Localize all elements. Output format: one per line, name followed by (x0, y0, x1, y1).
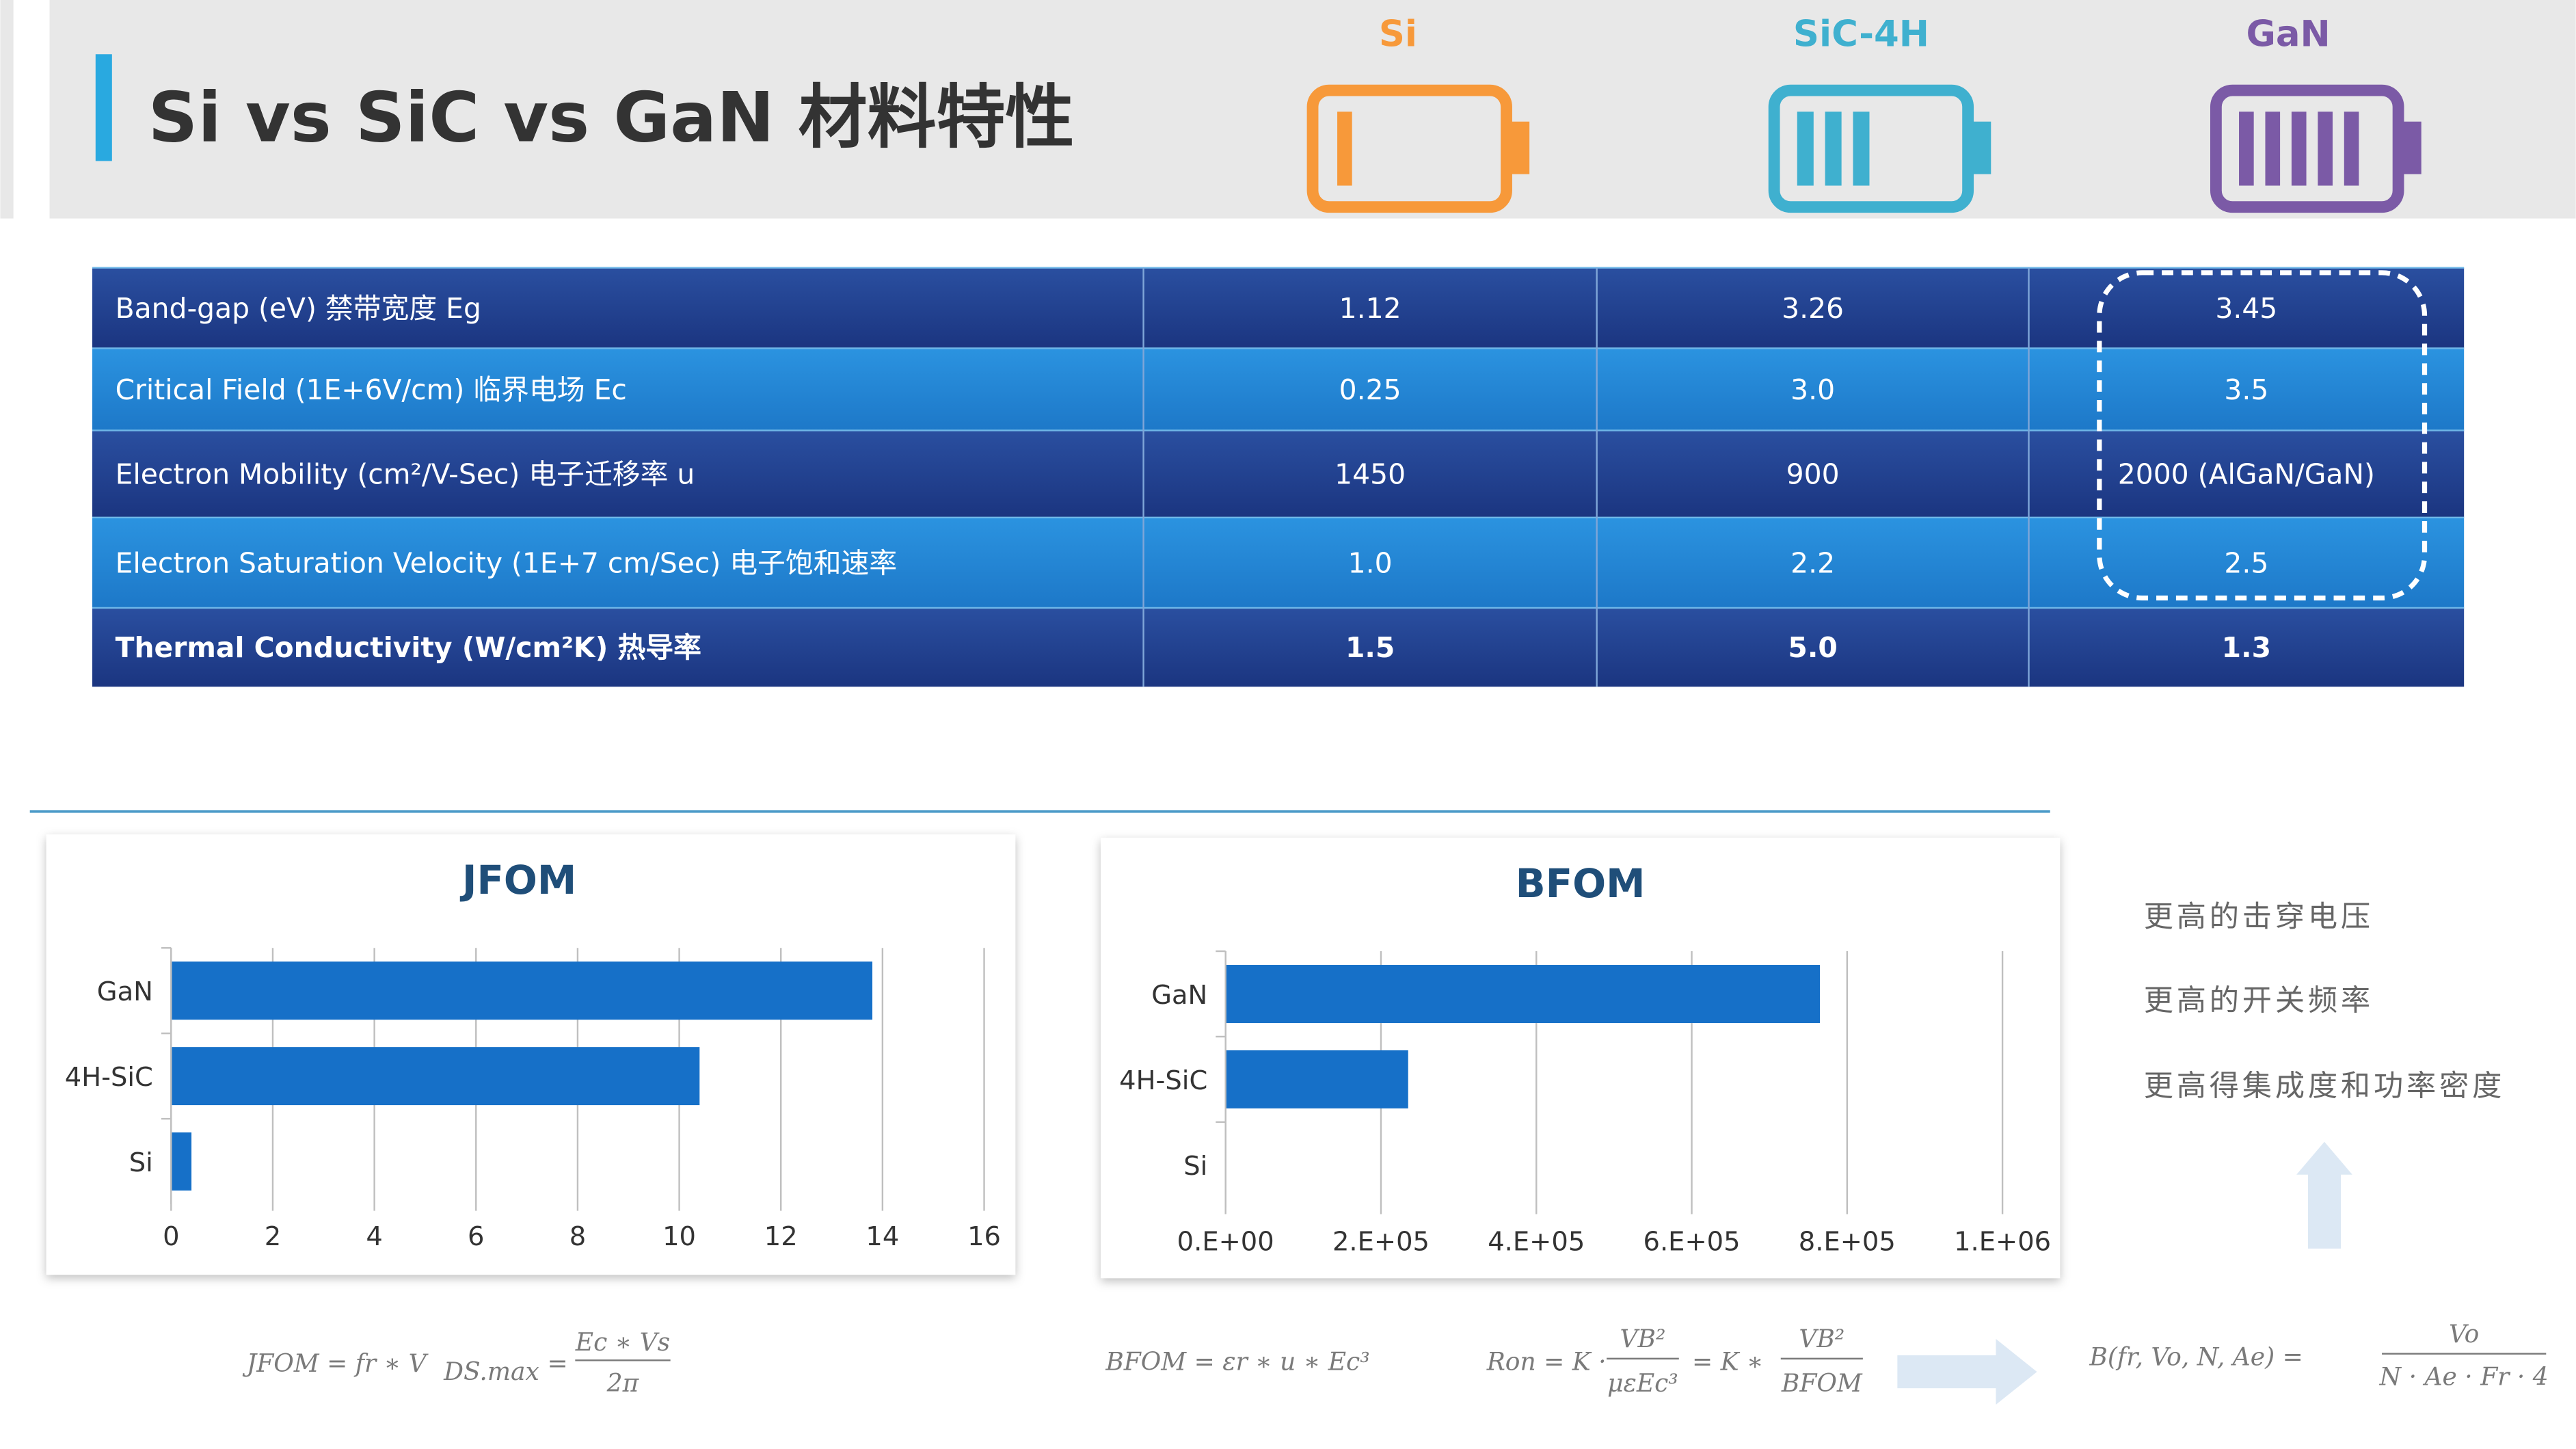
x-tick-label: 0.E+00 (1177, 1226, 1274, 1257)
column-header: GaN (2246, 13, 2330, 55)
formula-text: = (547, 1350, 567, 1378)
formula-text: BFOM = εr ∗ u ∗ Ec³ (1105, 1348, 1369, 1377)
table-cell: 3.0 (1790, 373, 1835, 406)
table-row (92, 607, 2465, 687)
formula-text: Ron = K · (1486, 1348, 1607, 1377)
x-tick-label: 14 (866, 1221, 899, 1252)
x-tick-label: 4 (366, 1221, 382, 1252)
table-cell: 1.5 (1345, 631, 1395, 664)
table-cell: 2.5 (2224, 546, 2268, 579)
note: 更高的开关频率 (2144, 984, 2374, 1018)
table-row (92, 267, 2465, 349)
formula: Ron = K · VB² μεEc³ = K ∗ VB² BFOM (1486, 1325, 1863, 1398)
formula-text: 2π (606, 1370, 640, 1398)
right-arrow (1897, 1339, 2037, 1405)
formula-text: B(fr, Vo, N, Ae) = (2089, 1343, 2303, 1371)
x-tick-label: 16 (967, 1221, 1001, 1252)
bar (1225, 1050, 1408, 1108)
bar (171, 961, 873, 1020)
column-header: SiC-4H (1793, 13, 1929, 55)
y-tick-label: Si (129, 1147, 153, 1178)
formula-text: Ec ∗ Vs (575, 1329, 670, 1357)
formula-text: JFOM = fr ∗ V (242, 1350, 429, 1378)
page-title: Si vs SiC vs GaN 材料特性 (148, 77, 1075, 158)
x-tick-label: 6.E+05 (1643, 1226, 1741, 1257)
y-tick-label: GaN (97, 976, 153, 1007)
formula-text: BFOM (1781, 1370, 1863, 1398)
x-tick-label: 10 (662, 1221, 696, 1252)
table-cell: 1.0 (1348, 546, 1393, 579)
highlight-box (2097, 270, 2428, 601)
x-tick-label: 2.E+05 (1332, 1226, 1430, 1257)
table-cell: 2000 (AlGaN/GaN) (2118, 458, 2375, 491)
table: Band-gap (eV) 禁带宽度 Eg 1.12 3.26 3.45 Critica… (92, 267, 2465, 687)
up-arrow (2296, 1141, 2352, 1249)
formula-text: Vo (2449, 1320, 2479, 1348)
table-cell: 0.25 (1339, 373, 1401, 406)
title-accent (95, 54, 112, 161)
x-tick-label: 2 (265, 1221, 281, 1252)
battery-icon (2210, 84, 2421, 213)
table-row (92, 430, 2465, 518)
table-cell: 1450 (1334, 458, 1406, 491)
table-cell: 3.5 (2224, 373, 2268, 406)
table-row (92, 348, 2465, 431)
bar (1225, 965, 1821, 1023)
chart-title: JFOM (459, 857, 576, 903)
table-cell: 3.26 (1782, 292, 1844, 325)
formula-text: = K ∗ (1692, 1348, 1763, 1377)
formula: JFOM = fr ∗ V DS.max = Ec ∗ Vs 2π (242, 1329, 671, 1398)
formula-text: N · Ae · Fr · 4 (2379, 1363, 2549, 1391)
note: 更高的击穿电压 (2144, 900, 2374, 934)
formula: B(fr, Vo, N, Ae) = Vo N · Ae · Fr · 4 (2089, 1320, 2548, 1391)
x-tick-label: 12 (764, 1221, 798, 1252)
bar (171, 1047, 700, 1106)
x-tick-label: 6 (468, 1221, 484, 1252)
formula-text: VB² (1620, 1325, 1665, 1353)
row-label: Band-gap (eV) 禁带宽度 Eg (116, 292, 481, 325)
formula-text: DS.max (443, 1358, 539, 1386)
chart-title: BFOM (1516, 860, 1646, 907)
table-cell: 5.0 (1788, 631, 1837, 664)
formula-text: VB² (1799, 1325, 1844, 1353)
note: 更高得集成度和功率密度 (2144, 1069, 2505, 1103)
charts: JFOM 0 2 4 6 8 10 12 14 16 GaN 4H-SiC Si BFOM 0.E+00 2.… (65, 857, 2051, 1257)
header-strip (0, 0, 14, 219)
x-tick-label: 0 (163, 1221, 179, 1252)
y-tick-label: Si (1183, 1151, 1207, 1182)
table-cell: 900 (1786, 458, 1840, 491)
x-tick-label: 4.E+05 (1488, 1226, 1585, 1257)
table-cell: 1.3 (2222, 631, 2271, 664)
x-tick-label: 8 (569, 1221, 586, 1252)
row-label: Electron Saturation Velocity (1E+7 cm/Se… (116, 546, 898, 579)
formula-text: μεEc³ (1607, 1370, 1678, 1398)
y-tick-label: 4H-SiC (1119, 1065, 1207, 1096)
y-tick-label: GaN (1151, 980, 1207, 1011)
battery-icon (1306, 84, 1530, 213)
x-tick-label: 8.E+05 (1799, 1226, 1896, 1257)
table-cell: 3.45 (2215, 292, 2277, 325)
table-cell: 2.2 (1790, 546, 1835, 579)
table-row (92, 517, 2465, 608)
bar (171, 1132, 192, 1191)
y-tick-label: 4H-SiC (65, 1062, 153, 1093)
row-label: Critical Field (1E+6V/cm) 临界电场 Ec (116, 373, 627, 406)
row-label: Thermal Conductivity (W/cm²K) 热导率 (116, 631, 701, 664)
column-header: Si (1379, 13, 1417, 55)
battery-icon (1768, 84, 1991, 213)
x-tick-label: 1.E+06 (1954, 1226, 2051, 1257)
table-cell: 1.12 (1339, 292, 1401, 325)
row-label: Electron Mobility (cm²/V-Sec) 电子迁移率 u (116, 458, 695, 491)
